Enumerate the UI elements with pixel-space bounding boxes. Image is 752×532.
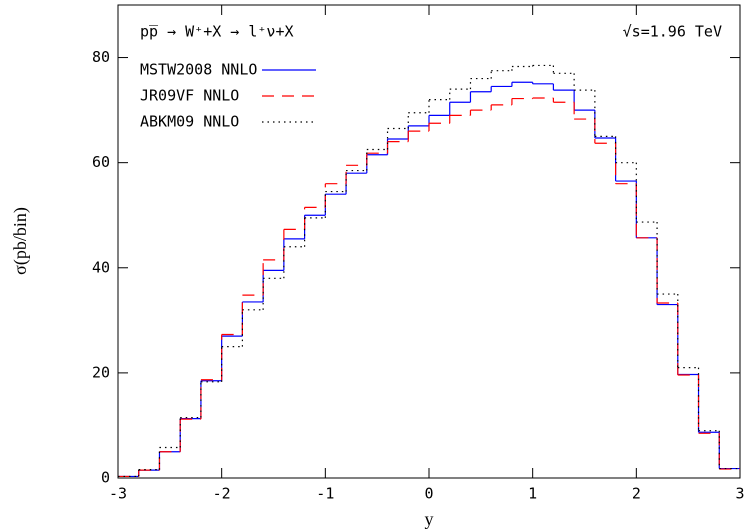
- legend-label: ABKM09 NNLO: [140, 113, 239, 131]
- x-tick-label: -1: [316, 485, 334, 503]
- legend-label: MSTW2008 NNLO: [140, 61, 257, 79]
- step-connector: [138, 65, 720, 477]
- legend-label: JR09VF NNLO: [140, 87, 239, 105]
- x-tick-label: 2: [632, 485, 641, 503]
- x-tick-label: 3: [735, 485, 744, 503]
- y-axis-label: σ(pb/bin): [10, 207, 31, 275]
- x-tick-label: 0: [424, 485, 433, 503]
- x-tick-label: -2: [213, 485, 231, 503]
- y-tick-label: 60: [92, 153, 110, 171]
- x-tick-label: -3: [109, 485, 127, 503]
- y-tick-label: 80: [92, 48, 110, 66]
- x-tick-label: 1: [528, 485, 537, 503]
- energy-annotation: √s=1.96 TeV: [623, 23, 722, 41]
- y-tick-label: 40: [92, 258, 110, 276]
- step-connector: [138, 98, 720, 477]
- x-axis-label: y: [425, 509, 434, 529]
- process-annotation: pp̅ → W⁺+X → l⁺ν+X: [140, 23, 294, 41]
- y-tick-label: 0: [101, 469, 110, 487]
- y-tick-label: 20: [92, 363, 110, 381]
- step-connector: [138, 82, 720, 477]
